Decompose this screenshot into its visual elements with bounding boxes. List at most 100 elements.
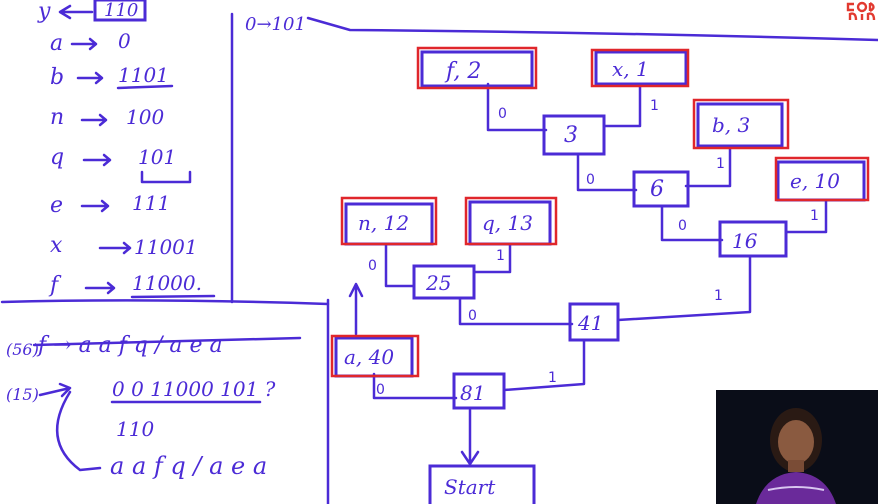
encoding-line-2a: 0 0 11000 101 ? xyxy=(112,377,276,401)
svg-text:q: q xyxy=(50,145,64,170)
code-row: f 11000. xyxy=(48,271,216,299)
encoding-line-1: f → a a f q / a e a xyxy=(36,333,223,358)
start-node: Start xyxy=(428,464,536,504)
svg-text:1101: 1101 xyxy=(118,63,169,87)
leaf-node-a: a, 40 xyxy=(330,334,420,378)
code-symbol-y: y xyxy=(37,0,51,24)
arrow-icon xyxy=(82,153,112,167)
edge-label: 0 xyxy=(376,382,385,398)
svg-text:25: 25 xyxy=(425,271,451,295)
edge-16-41 xyxy=(616,254,752,322)
edge-labels: 0 1 1 0 0 1 1 0 0 1 0 1 xyxy=(368,98,819,398)
internal-node-3: 3 xyxy=(542,114,606,156)
arrow-icon xyxy=(70,37,98,51)
code-row: b 1101 xyxy=(50,63,174,90)
svg-text:Start: Start xyxy=(444,475,496,499)
edge-label: 0 xyxy=(678,218,687,234)
arrow-icon xyxy=(38,382,72,398)
edge-label: 1 xyxy=(716,156,725,172)
leaf-node-x: x, 1 xyxy=(590,48,690,88)
code-row: a 0 xyxy=(50,29,131,56)
svg-text:6: 6 xyxy=(650,177,664,202)
internal-node-16: 16 xyxy=(718,220,788,258)
svg-text:f: f xyxy=(48,273,62,298)
svg-text:11000.: 11000. xyxy=(132,271,202,295)
internal-node-41: 41 xyxy=(568,302,620,342)
code-y-value: 110 xyxy=(104,0,138,21)
svg-text:100: 100 xyxy=(126,105,164,129)
presenter-icon xyxy=(716,390,878,504)
strike-line xyxy=(32,336,302,347)
edge-f-3 xyxy=(486,82,548,132)
arrow-up-icon xyxy=(348,282,364,336)
presenter-webcam xyxy=(716,390,878,504)
internal-node-81: 81 xyxy=(452,372,506,410)
encoding-line-3: a a f q / a e a xyxy=(110,452,267,480)
code-row: x 11001 xyxy=(50,233,198,259)
code-y-box xyxy=(93,0,147,22)
svg-text:f, 2: f, 2 xyxy=(444,59,481,84)
encoding-work: (56) f → a a f q / a e a (15) 0 0 11000 … xyxy=(6,333,302,480)
edge-label: 0 xyxy=(498,106,507,122)
svg-text:a: a xyxy=(50,31,63,56)
curved-arrow-icon xyxy=(55,390,102,472)
svg-text:111: 111 xyxy=(132,191,170,215)
edge-label: 1 xyxy=(548,370,557,386)
arrow-icon xyxy=(58,4,94,20)
code-table: y 110 a 0 b 1101 n 100 q 101 e xyxy=(37,0,216,299)
svg-text:e, 10: e, 10 xyxy=(790,169,840,193)
top-note: 0→101 xyxy=(245,14,306,35)
edge-label: 0 xyxy=(468,308,477,324)
edge-x-3 xyxy=(602,82,642,128)
edge-41-81 xyxy=(502,338,586,392)
leaf-node-f: f, 2 xyxy=(416,46,538,90)
edge-label: 1 xyxy=(714,288,723,304)
panel-divider-horizontal xyxy=(0,299,330,306)
edge-label: 1 xyxy=(650,98,659,114)
svg-text:q, 13: q, 13 xyxy=(482,211,533,235)
edge-b-6 xyxy=(684,144,732,188)
edge-a-81 xyxy=(372,372,458,400)
svg-text:3: 3 xyxy=(564,123,578,148)
arrow-icon xyxy=(98,241,132,255)
code-row: q 101 xyxy=(50,145,192,184)
edge-3-6 xyxy=(576,152,638,192)
arrow-icon xyxy=(80,199,110,213)
svg-text:16: 16 xyxy=(732,229,758,253)
edge-25-41 xyxy=(458,296,574,326)
svg-text:n, 12: n, 12 xyxy=(358,211,409,235)
leaf-node-b: b, 3 xyxy=(692,98,790,150)
brand-logo xyxy=(846,0,878,22)
encoding-line-2b: 110 xyxy=(116,417,154,441)
edge-q-25 xyxy=(472,242,512,274)
edge-n-25 xyxy=(384,242,416,288)
svg-text:e: e xyxy=(50,193,63,218)
count-56: (56) xyxy=(6,340,39,359)
arrow-icon xyxy=(80,113,108,127)
svg-text:b: b xyxy=(50,65,64,90)
svg-text:0: 0 xyxy=(118,29,131,53)
leaf-node-n: n, 12 xyxy=(340,196,438,246)
svg-text:x: x xyxy=(50,233,63,258)
svg-text:41: 41 xyxy=(577,311,603,335)
arrow-down-icon xyxy=(460,408,480,466)
svg-text:101: 101 xyxy=(138,145,176,169)
edge-label: 1 xyxy=(496,248,505,264)
edge-e-16 xyxy=(784,198,828,234)
edge-label: 0 xyxy=(586,172,595,188)
edge-6-16 xyxy=(660,204,724,242)
svg-text:x, 1: x, 1 xyxy=(612,57,649,81)
code-row: n 100 xyxy=(50,105,164,130)
internal-node-6: 6 xyxy=(632,170,690,208)
arrow-icon xyxy=(76,71,104,85)
leaf-node-q: q, 13 xyxy=(464,196,558,246)
svg-text:b, 3: b, 3 xyxy=(712,113,750,137)
svg-text:11001: 11001 xyxy=(134,235,198,259)
edge-label: 0 xyxy=(368,258,377,274)
brand-logo-icon xyxy=(846,1,876,21)
leaf-node-e: e, 10 xyxy=(774,156,870,202)
svg-text:n: n xyxy=(50,105,64,130)
svg-text:81: 81 xyxy=(460,381,485,405)
count-15: (15) xyxy=(6,385,39,404)
arrow-icon xyxy=(84,281,116,295)
